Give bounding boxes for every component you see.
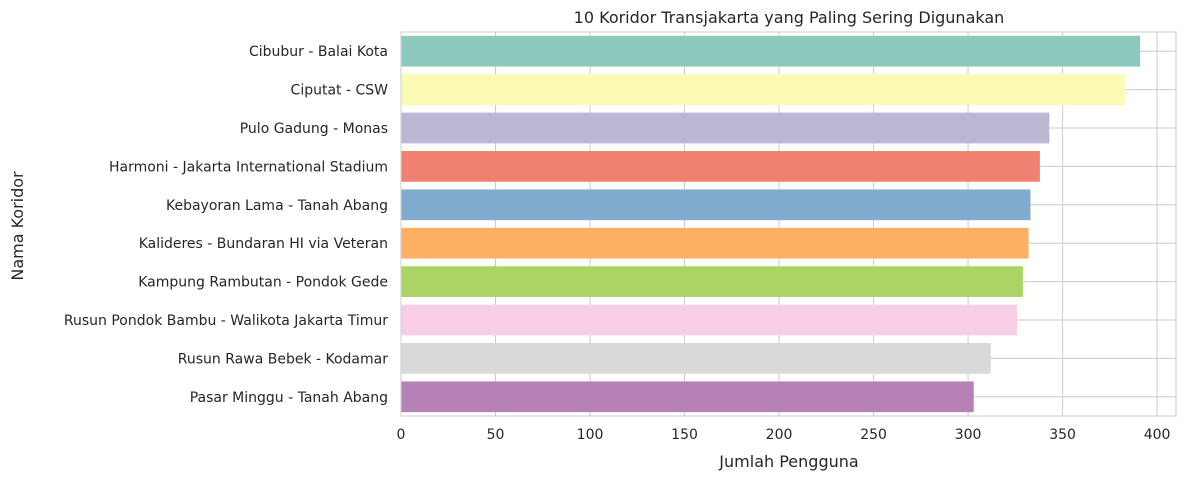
y-tick-labels: Cibubur - Balai Kota Ciputat - CSW Pulo Ga… [64, 44, 388, 406]
x-tick-label: 50 [487, 427, 505, 443]
y-tick-label: Pulo Gadung - Monas [240, 121, 388, 137]
bar [401, 112, 1050, 144]
x-tick-label: 300 [955, 427, 982, 443]
plot-frame [400, 31, 1177, 417]
bar [401, 343, 991, 374]
y-tick-label: Kebayoran Lama - Tanah Abang [166, 198, 388, 214]
x-tick-label: 150 [671, 427, 698, 443]
y-tick-label: Pasar Minggu - Tanah Abang [190, 390, 388, 406]
y-tick-label: Kampung Rambutan - Pondok Gede [138, 275, 388, 291]
bar [401, 35, 1141, 67]
chart-title: 10 Koridor Transjakarta yang Paling Seri… [574, 8, 1005, 27]
y-tick-label: Rusun Rawa Bebek - Kodamar [178, 351, 388, 367]
x-tick-label: 100 [577, 427, 604, 443]
bar [401, 227, 1029, 259]
x-tick-label: 400 [1144, 427, 1171, 443]
bar [401, 151, 1040, 182]
y-tick-label: Ciputat - CSW [291, 83, 389, 99]
bar [401, 74, 1125, 105]
bar [401, 266, 1023, 297]
y-axis-label: Nama Koridor [8, 171, 27, 281]
y-tick-label: Harmoni - Jakarta International Stadium [109, 159, 388, 175]
x-tick-label: 250 [860, 427, 887, 443]
bar [401, 189, 1031, 221]
bars [401, 35, 1141, 413]
x-tick-label: 200 [766, 427, 793, 443]
x-tick-labels: 0 50 100 150 200 250 300 350 400 [397, 427, 1171, 443]
y-tick-label: Kalideres - Bundaran HI via Veteran [139, 236, 388, 252]
x-tick-label: 0 [397, 427, 406, 443]
x-axis-label: Jumlah Pengguna [718, 452, 858, 471]
y-tick-label: Cibubur - Balai Kota [249, 44, 388, 60]
x-tick-label: 350 [1049, 427, 1076, 443]
bar [401, 381, 974, 413]
y-tick-label: Rusun Pondok Bambu - Walikota Jakarta Ti… [64, 313, 388, 329]
bar [401, 304, 1018, 336]
